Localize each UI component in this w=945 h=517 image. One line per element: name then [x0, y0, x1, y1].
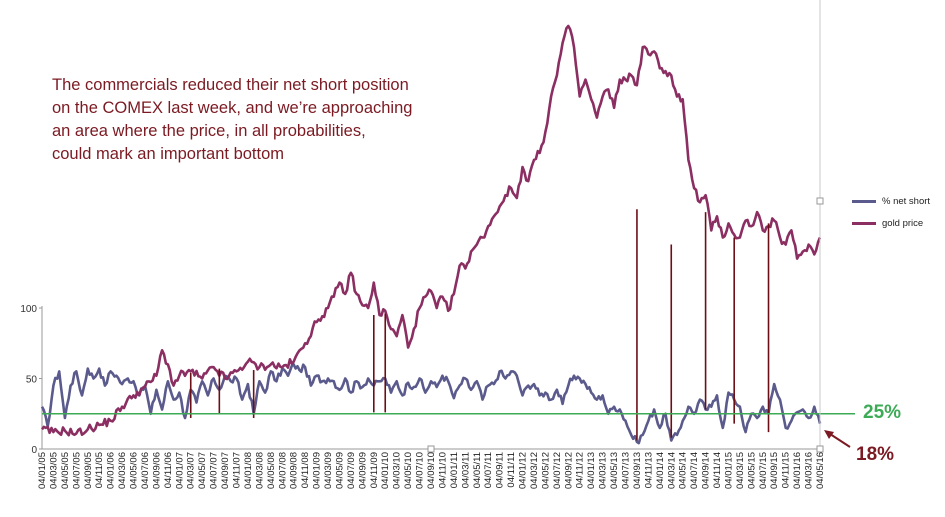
- current-value-arrow: [824, 430, 851, 448]
- legend-label-gold-price: gold price: [882, 217, 924, 229]
- annotation-line-3: an area where the price, in all probabil…: [52, 122, 366, 140]
- x-tick-label: 04/01/13: [586, 452, 597, 489]
- resize-handle: [427, 445, 435, 453]
- x-tick-label: 04/03/08: [254, 452, 265, 489]
- x-tick-label: 04/03/06: [117, 452, 128, 489]
- x-tick-label: 04/05/15: [746, 452, 757, 489]
- annotation-line-1: The commercials reduced their net short …: [52, 76, 409, 94]
- x-tick-label: 04/05/10: [403, 452, 414, 489]
- x-tick-label: 04/07/10: [415, 452, 426, 489]
- x-tick-label: 04/07/08: [277, 452, 288, 489]
- x-tick-label: 04/05/12: [540, 452, 551, 489]
- x-tick-label: 04/11/07: [232, 452, 243, 488]
- x-tick-label: 04/05/09: [334, 452, 345, 489]
- x-tick-label: 04/07/12: [552, 452, 563, 489]
- x-tick-label: 04/07/14: [689, 452, 700, 489]
- x-tick-label: 04/07/15: [758, 452, 769, 489]
- x-tick-label: 04/09/12: [563, 452, 574, 489]
- x-tick-label: 04/07/13: [621, 452, 632, 489]
- x-tick-label: 04/03/16: [804, 452, 815, 489]
- x-tick-label: 04/11/12: [575, 452, 586, 488]
- x-tick-label: 04/01/10: [380, 452, 391, 489]
- x-tick-label: 04/03/15: [735, 452, 746, 489]
- x-tick-label: 04/05/07: [197, 452, 208, 489]
- x-tick-label: 04/01/12: [518, 452, 529, 489]
- x-tick-label: 04/03/12: [529, 452, 540, 489]
- x-tick-label: 04/01/09: [312, 452, 323, 489]
- x-tick-label: 04/09/06: [151, 452, 162, 489]
- x-tick-label: 04/01/05: [37, 452, 48, 489]
- x-tick-label: 04/03/07: [186, 452, 197, 489]
- x-tick-label: 04/05/14: [678, 452, 689, 489]
- x-tick-label: 04/01/14: [655, 452, 666, 489]
- x-tick-label: 04/01/16: [792, 452, 803, 489]
- chart-frame: [427, 0, 851, 453]
- x-tick-label: 04/05/16: [815, 452, 826, 489]
- x-tick-label: 04/07/09: [346, 452, 357, 489]
- x-tick-label: 04/11/11: [506, 452, 517, 488]
- x-tick-label: 04/11/09: [369, 452, 380, 488]
- annotation-line-4: could mark an important bottom: [52, 145, 285, 163]
- series-line-net-short: [40, 363, 822, 445]
- x-tick-label: 04/11/06: [163, 452, 174, 488]
- legend-item-net-short: % net short: [852, 190, 930, 212]
- x-tick-label: 04/03/13: [598, 452, 609, 489]
- x-tick-label: 04/01/15: [723, 452, 734, 489]
- x-tick-label: 04/07/05: [71, 452, 82, 489]
- x-tick-label: 04/09/10: [426, 452, 437, 489]
- legend-label-net-short: % net short: [882, 195, 931, 207]
- y-tick-label: 50: [26, 375, 38, 386]
- current-value-label: 18%: [856, 444, 895, 465]
- legend-swatch-gold-price: [852, 221, 876, 225]
- annotation-line-2: on the COMEX last week, and we’re approa…: [52, 99, 413, 117]
- x-tick-label: 04/05/13: [609, 452, 620, 489]
- x-tick-label: 04/11/05: [94, 452, 105, 488]
- x-tick-label: 04/01/06: [106, 452, 117, 489]
- x-axis: 04/01/05 04/03/05 04/05/05 04/07/05 04/09/05…: [37, 452, 826, 489]
- resize-handle: [816, 197, 824, 205]
- x-tick-label: 04/07/11: [483, 452, 494, 488]
- y-tick-label: 100: [20, 304, 37, 315]
- x-tick-label: 04/07/07: [209, 452, 220, 489]
- series-layer: [40, 24, 822, 445]
- x-tick-label: 04/11/08: [300, 452, 311, 488]
- x-tick-label: 04/11/13: [643, 452, 654, 488]
- legend: % net short gold price: [852, 190, 930, 234]
- resize-handle: [816, 445, 824, 453]
- x-tick-label: 04/03/10: [392, 452, 403, 489]
- x-tick-label: 04/01/11: [449, 452, 460, 488]
- x-tick-label: 04/03/05: [48, 452, 59, 489]
- x-tick-label: 04/09/11: [495, 452, 506, 488]
- x-tick-label: 04/11/10: [437, 452, 448, 488]
- annotation-text: The commercials reduced their net short …: [52, 74, 492, 166]
- x-tick-label: 04/03/14: [666, 452, 677, 489]
- x-tick-label: 04/05/11: [472, 452, 483, 488]
- x-tick-label: 04/01/07: [174, 452, 185, 489]
- x-tick-label: 04/11/14: [712, 452, 723, 488]
- x-tick-label: 04/09/15: [769, 452, 780, 489]
- x-tick-label: 04/09/07: [220, 452, 231, 489]
- y-tick-label: 0: [31, 445, 37, 456]
- x-tick-label: 04/09/13: [632, 452, 643, 489]
- x-tick-label: 04/09/05: [83, 452, 94, 489]
- x-tick-label: 04/11/15: [781, 452, 792, 488]
- x-tick-label: 04/09/08: [289, 452, 300, 489]
- x-tick-label: 04/01/08: [243, 452, 254, 489]
- x-tick-label: 04/09/14: [701, 452, 712, 489]
- x-tick-label: 04/05/06: [129, 452, 140, 489]
- threshold-label: 25%: [863, 402, 902, 423]
- x-tick-label: 04/03/09: [323, 452, 334, 489]
- legend-item-gold-price: gold price: [852, 212, 930, 234]
- x-tick-label: 04/05/05: [60, 452, 71, 489]
- x-tick-label: 04/05/08: [266, 452, 277, 489]
- legend-swatch-net-short: [852, 199, 876, 203]
- x-tick-label: 04/03/11: [460, 452, 471, 488]
- series-line-gold-price: [40, 24, 822, 437]
- x-tick-label: 04/07/06: [140, 452, 151, 489]
- vertical-marker-layer: [189, 209, 770, 441]
- x-tick-label: 04/09/09: [357, 452, 368, 489]
